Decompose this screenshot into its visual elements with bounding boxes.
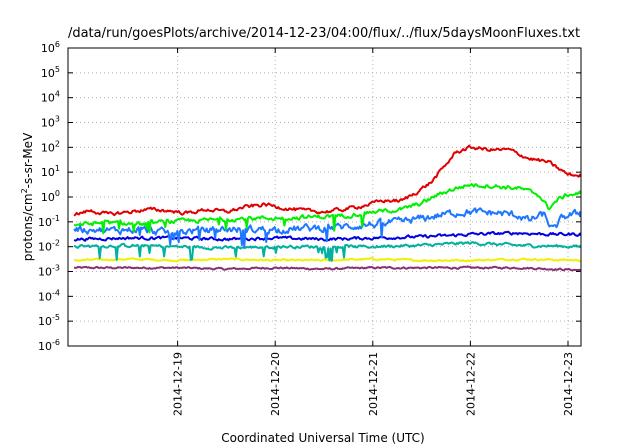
y-tick-label: 102 [41, 139, 60, 154]
x-axis-ticks: 2014-12-19 2014-12-20 2014-12-21 2014-12-22… [172, 48, 575, 416]
x-tick-label: 2014-12-21 [367, 352, 380, 416]
y-tick-label: 10-5 [38, 313, 60, 328]
y-tick-label: 10-6 [38, 338, 60, 353]
x-axis-label: Coordinated Universal Time (UTC) [221, 431, 424, 445]
y-axis-label: protons/cm2-s-sr-MeV [20, 132, 35, 261]
y-axis-label-base: protons/cm [21, 193, 35, 261]
x-tick-label: 2014-12-19 [172, 352, 185, 416]
y-tick-label: 103 [41, 115, 60, 130]
series-layer [73, 144, 581, 272]
series-line [73, 257, 581, 263]
series-line [73, 241, 581, 262]
series-line [73, 230, 581, 242]
x-tick-label: 2014-12-22 [464, 352, 477, 416]
y-tick-label: 101 [41, 164, 60, 179]
y-tick-label: 10-4 [38, 288, 60, 303]
y-tick-label: 10-3 [38, 264, 60, 279]
y-tick-label: 10-1 [38, 214, 60, 229]
y-tick-label: 105 [41, 65, 60, 80]
y-tick-label: 104 [41, 90, 60, 105]
y-axis-ticks: 10-6 10-5 10-4 10-3 10-2 10-1 100 101 102 103 104 1… [38, 40, 581, 353]
y-tick-label: 10-2 [38, 239, 60, 254]
series-line [73, 183, 581, 235]
x-tick-label: 2014-12-23 [562, 352, 575, 416]
y-tick-label: 100 [41, 189, 60, 204]
series-line [73, 265, 581, 272]
series-line [73, 207, 581, 249]
y-axis-label-superscript: 2 [20, 188, 29, 193]
chart-title: /data/run/goesPlots/archive/2014-12-23/0… [68, 26, 580, 41]
series-line [73, 144, 581, 217]
y-tick-label: 106 [41, 40, 60, 55]
grid-lines [68, 48, 581, 346]
x-tick-label: 2014-12-20 [269, 352, 282, 416]
plot-frame [67, 47, 582, 347]
y-axis-label-unit: -s-sr-MeV [21, 132, 35, 188]
